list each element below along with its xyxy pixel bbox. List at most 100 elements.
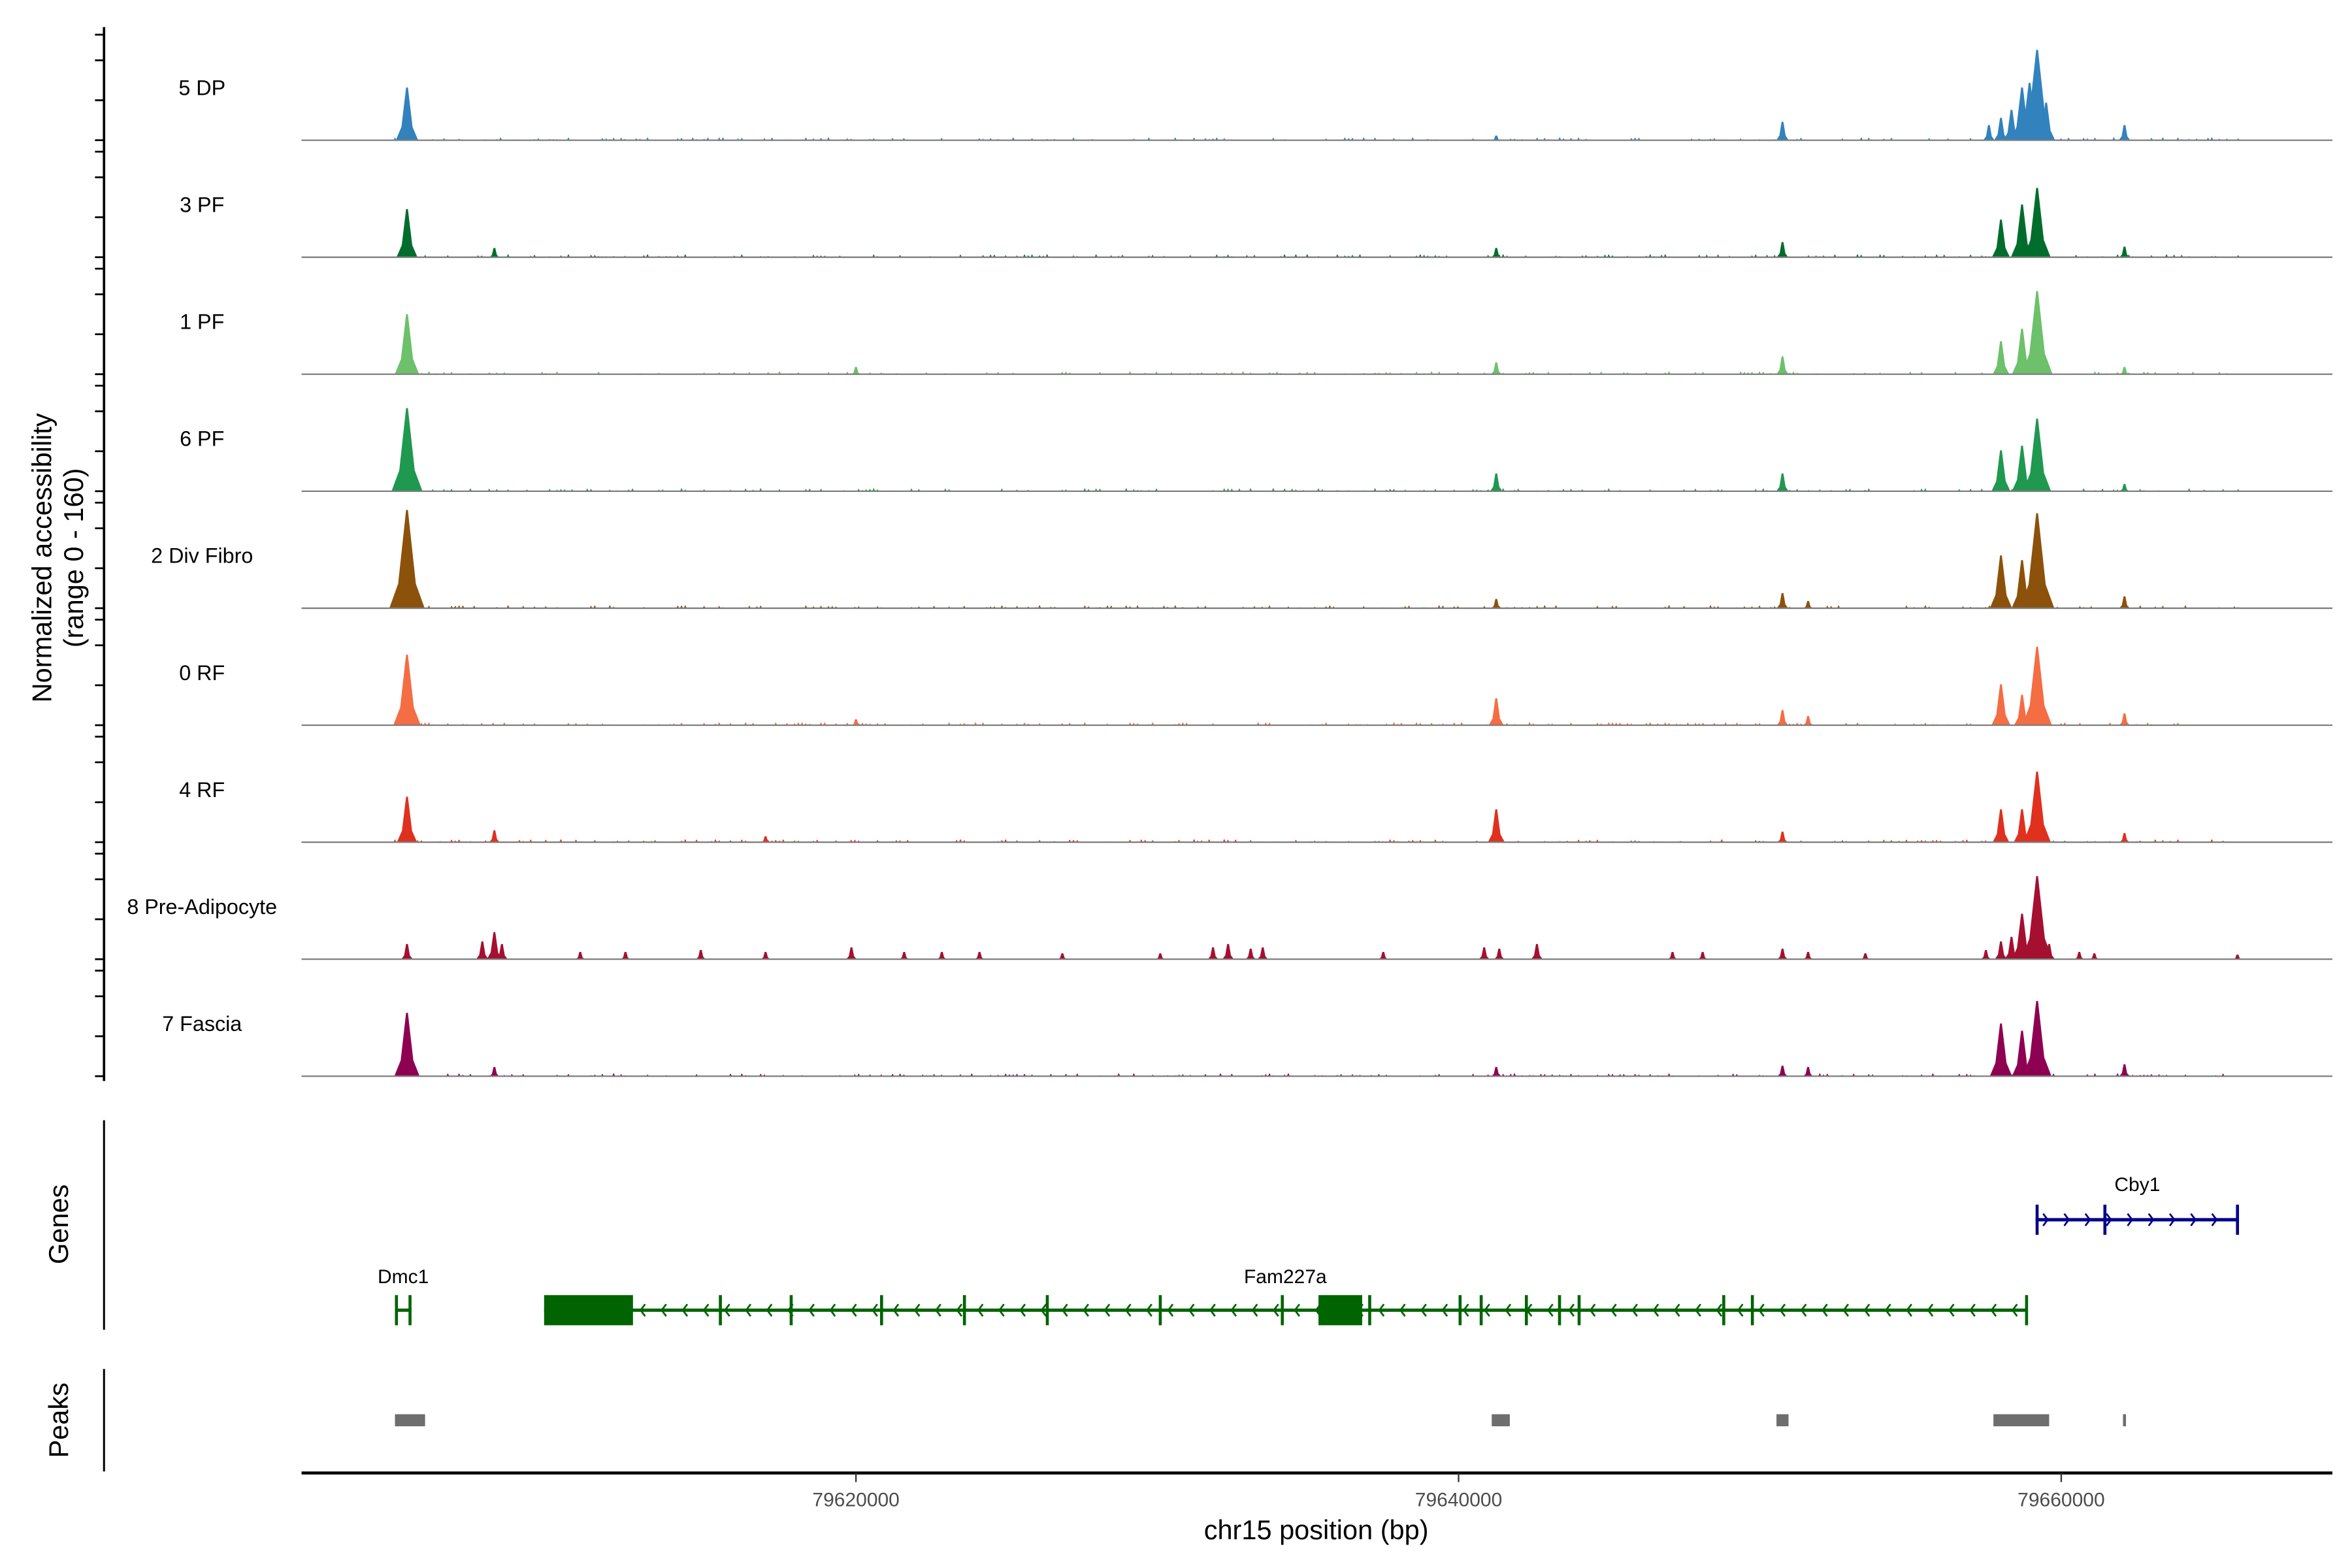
coverage-peak <box>394 1013 420 1077</box>
peaks-panel-label: Peaks <box>43 1382 74 1458</box>
coverage-peak <box>2119 832 2130 843</box>
gene-exon <box>1722 1295 1725 1326</box>
y-axis-range: (range 0 - 160) <box>58 468 89 648</box>
gene-exon <box>1458 1295 1462 1326</box>
coverage-peak <box>1983 125 1995 140</box>
gene-label: Cby1 <box>2114 1174 2160 1196</box>
gene-exon <box>1479 1295 1483 1326</box>
track-3-pf: 3 PF <box>180 188 2332 258</box>
coverage-peak <box>2019 513 2055 608</box>
coverage-peak <box>2119 246 2130 257</box>
gene-exon <box>1045 1295 1049 1326</box>
coverage-peak <box>696 950 706 960</box>
coverage-peak <box>2014 809 2031 843</box>
coverage-peak <box>1777 1066 1788 1077</box>
coverage-peak <box>1156 953 1165 960</box>
gene-exon <box>2035 1204 2039 1235</box>
peak-region <box>1993 1414 2050 1427</box>
gene-label: Fam227a <box>1244 1266 1327 1288</box>
coverage-peak <box>1803 1067 1814 1077</box>
coverage-peak <box>489 1067 500 1077</box>
coverage-peak <box>2010 204 2034 257</box>
coverage-peak <box>1491 362 1502 374</box>
coverage-peak <box>2043 943 2055 960</box>
x-tick-label: 79660000 <box>2017 1489 2104 1511</box>
peak-region <box>2123 1414 2127 1427</box>
coverage-peak <box>487 932 502 960</box>
coverage-peak <box>2119 713 2130 725</box>
peak-region <box>395 1414 425 1427</box>
track-label: 5 DP <box>178 76 225 99</box>
gene-exon <box>1281 1295 1284 1326</box>
coverage-peak <box>1494 949 1505 960</box>
gene-exon <box>2236 1204 2240 1235</box>
genes-panel-label: Genes <box>43 1184 74 1264</box>
coverage-peak <box>496 943 508 960</box>
coverage-peak <box>760 952 770 960</box>
track-label: 0 RF <box>179 661 225 685</box>
genes-track: Dmc1 Fam227a Cby1 <box>378 1174 2240 1326</box>
gene-label: Dmc1 <box>378 1266 429 1288</box>
coverage-noise <box>397 487 2240 491</box>
coverage-peak <box>975 952 985 960</box>
track-label: 8 Pre-Adipocyte <box>127 895 277 919</box>
coverage-peak <box>1478 947 1490 960</box>
coverage-peak <box>2010 87 2034 140</box>
coverage-peak <box>2021 875 2053 960</box>
coverage-peak <box>1776 593 1789 608</box>
coverage-peak <box>1490 473 1503 491</box>
x-tick-label: 79640000 <box>1415 1489 1502 1511</box>
coverage-peak <box>1991 220 2010 257</box>
coverage-peak <box>489 248 500 257</box>
gene-exon <box>1558 1295 1561 1326</box>
y-axis <box>95 27 106 1081</box>
coverage-peak <box>2023 418 2051 491</box>
coverage-peak <box>2023 772 2051 843</box>
x-axis-ticks: 79620000 79640000 79660000 <box>812 1473 2105 1511</box>
coverage-peak <box>1992 809 2010 843</box>
coverage-peak <box>2119 1064 2130 1077</box>
coverage-peak <box>1058 953 1067 960</box>
coverage-peak <box>1989 1023 2012 1077</box>
coverage-peak <box>2037 103 2055 140</box>
gene-exon <box>544 1295 633 1326</box>
coverage-peak <box>937 952 947 960</box>
coverage-peak <box>1777 831 1788 843</box>
gene-exon <box>2025 1295 2029 1326</box>
gene-exon <box>1577 1295 1581 1326</box>
coverage-peak <box>1491 1067 1501 1077</box>
gene-exon <box>789 1295 793 1326</box>
coverage-peak <box>1776 356 1789 374</box>
track-label: 4 RF <box>179 778 225 802</box>
track-8-pre-adipocyte: 8 Pre-Adipocyte <box>127 875 2332 960</box>
track-4-rf: 4 RF <box>179 772 2332 843</box>
coverage-peak <box>1776 122 1789 140</box>
coverage-peak <box>1992 341 2010 374</box>
track-label: 2 Div Fibro <box>151 544 253 568</box>
coverage-peak <box>2023 188 2051 257</box>
gene-exon <box>2103 1204 2107 1235</box>
coverage-peak <box>1222 943 1234 960</box>
coverage-peak <box>2074 952 2084 960</box>
track-5-dp: 5 DP <box>178 50 2332 141</box>
coverage-peak <box>1245 949 1256 960</box>
coverage-peak <box>1776 242 1789 257</box>
gene-dmc1: Dmc1 <box>378 1266 429 1326</box>
coverage-peak <box>1667 952 1678 960</box>
coverage-peak <box>576 952 585 960</box>
coverage-peak <box>1776 710 1789 725</box>
track-label: 1 PF <box>180 310 224 334</box>
gene-exon <box>880 1295 883 1326</box>
coverage-peak <box>1207 947 1218 960</box>
gene-exon <box>1524 1295 1528 1326</box>
coverage-peak <box>1981 950 1991 960</box>
peak-region <box>1776 1414 1789 1427</box>
coverage-peak <box>1379 952 1388 960</box>
coverage-noise <box>400 370 2229 374</box>
gene-exon <box>719 1295 722 1326</box>
gene-cby1: Cby1 <box>2035 1174 2240 1235</box>
gene-fam227a: Fam227a <box>544 1266 2029 1326</box>
coverage-peak <box>1491 598 1501 608</box>
coverage-noise <box>393 604 2240 608</box>
x-tick-label: 79620000 <box>812 1489 899 1511</box>
